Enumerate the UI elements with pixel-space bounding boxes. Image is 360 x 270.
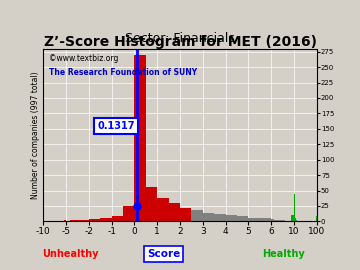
- Bar: [248, 218, 260, 221]
- Bar: [134, 55, 146, 221]
- Text: Score: Score: [147, 249, 180, 259]
- Bar: [203, 213, 214, 221]
- Text: 0.1317: 0.1317: [98, 121, 135, 131]
- Bar: [180, 208, 192, 221]
- Bar: [70, 220, 73, 221]
- Bar: [168, 203, 180, 221]
- Bar: [237, 217, 248, 221]
- Bar: [296, 220, 297, 221]
- Bar: [294, 194, 295, 221]
- Bar: [146, 187, 157, 221]
- Bar: [315, 217, 317, 221]
- Bar: [85, 220, 89, 221]
- Bar: [157, 198, 168, 221]
- Bar: [64, 220, 66, 221]
- Bar: [283, 220, 285, 221]
- Text: Healthy: Healthy: [262, 249, 305, 259]
- Bar: [226, 215, 237, 221]
- Bar: [274, 220, 277, 221]
- Bar: [280, 220, 283, 221]
- Bar: [73, 220, 77, 221]
- Title: Z’-Score Histogram for MET (2016): Z’-Score Histogram for MET (2016): [44, 35, 316, 49]
- Bar: [271, 219, 274, 221]
- Bar: [100, 218, 112, 221]
- Bar: [77, 220, 81, 221]
- Text: Unhealthy: Unhealthy: [42, 249, 99, 259]
- Bar: [214, 214, 226, 221]
- Bar: [81, 220, 85, 221]
- Bar: [123, 206, 134, 221]
- Text: Sector: Financials: Sector: Financials: [125, 32, 235, 45]
- Bar: [277, 220, 280, 221]
- Bar: [291, 215, 294, 221]
- Text: The Research Foundation of SUNY: The Research Foundation of SUNY: [49, 68, 197, 77]
- Y-axis label: Number of companies (997 total): Number of companies (997 total): [31, 71, 40, 199]
- Bar: [192, 210, 203, 221]
- Bar: [295, 218, 296, 221]
- Text: ©www.textbiz.org: ©www.textbiz.org: [49, 54, 118, 63]
- Bar: [89, 219, 100, 221]
- Bar: [260, 218, 271, 221]
- Bar: [112, 217, 123, 221]
